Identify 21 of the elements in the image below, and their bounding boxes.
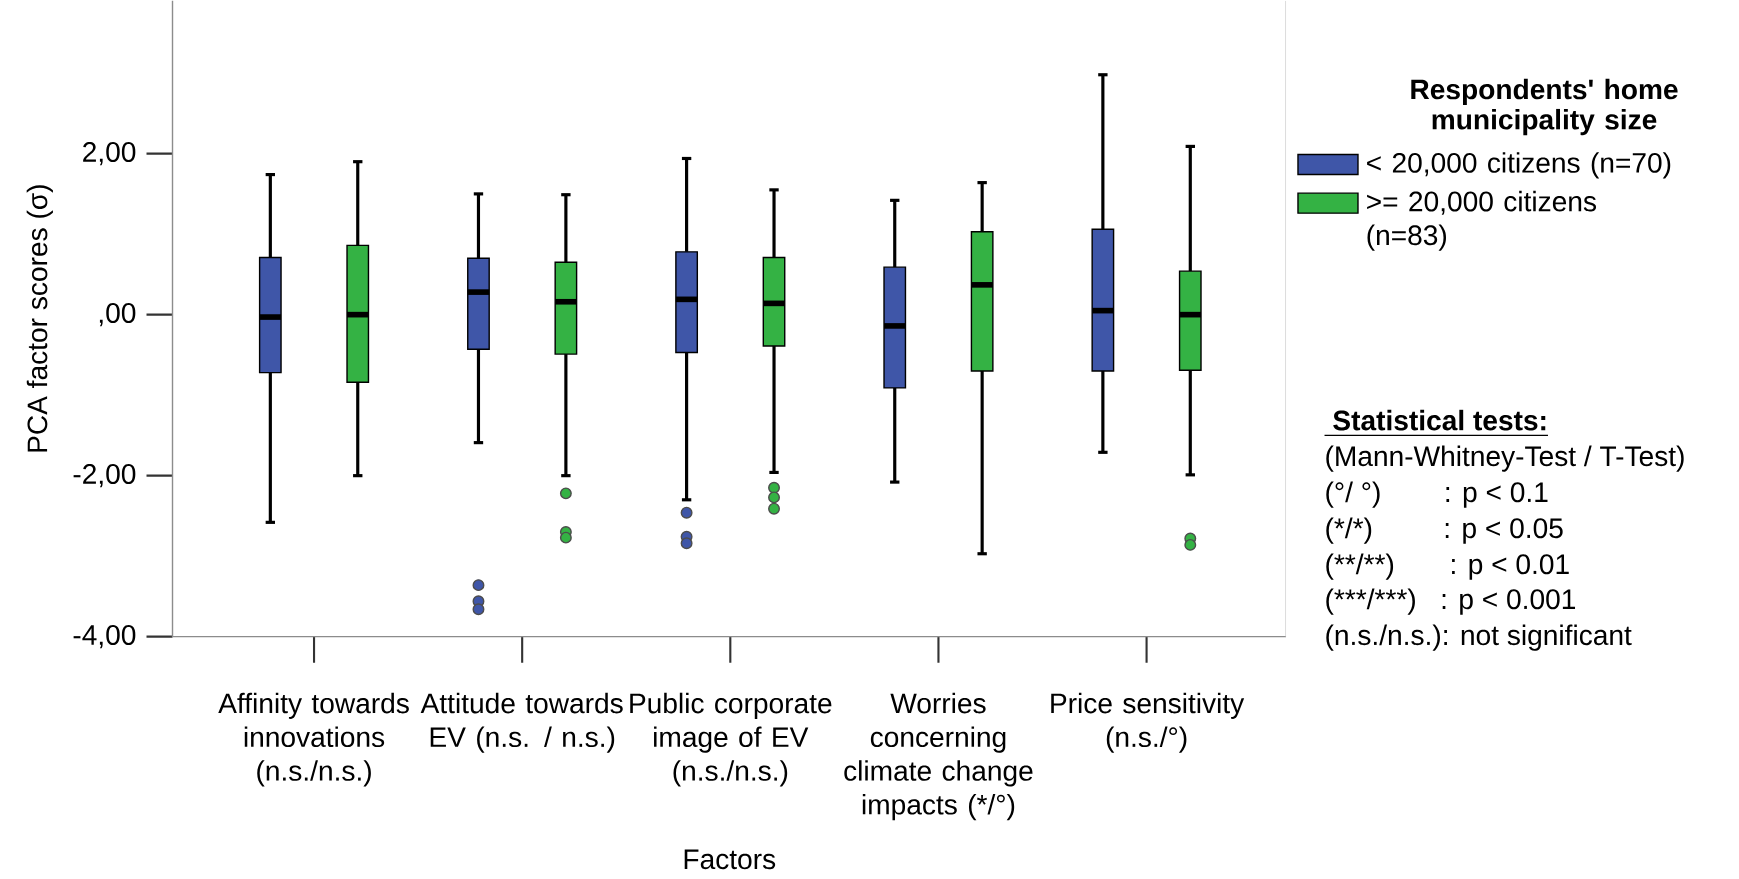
x-tick-label: Public corporate image of EV (n.s./n.s.)	[630, 692, 832, 787]
legend-label: >= 20,000 citizens (n=83)	[1367, 191, 1597, 251]
text: (°/ °) : p < 0.1	[1326, 481, 1548, 508]
legend-title: Respondents' home municipality size	[1411, 78, 1678, 136]
text: (n.s./n.s.): not significant	[1326, 624, 1632, 651]
x-tick-label: Worries concerning climate change impacts (*/°)	[844, 692, 1033, 821]
legend-label: < 20,000 citizens (n=70)	[1367, 152, 1671, 179]
y-tick-label: -2,00	[73, 464, 136, 488]
y-tick-label: ,00	[99, 303, 136, 327]
x-tick-label: Attitude towards EV (n.s. / n.s.)	[420, 692, 623, 753]
y-axis-title: PCA factor scores (σ)	[26, 185, 53, 452]
text: (Mann-Whitney-Test / T-Test)	[1326, 445, 1684, 472]
x-tick-label: Affinity towards innovations (n.s./n.s.)	[218, 692, 409, 787]
text: (***/***) : p < 0.001	[1326, 588, 1576, 615]
x-axis-title: Factors	[684, 849, 776, 870]
text: (**/**) : p < 0.01	[1326, 553, 1569, 580]
y-tick-label: 2,00	[83, 142, 136, 166]
x-tick-label: Price sensitivity (n.s./°)	[1051, 692, 1245, 753]
text: Statistical tests:	[1333, 410, 1546, 431]
y-tick-label: -4,00	[73, 625, 136, 649]
text: (*/*) : p < 0.05	[1326, 517, 1563, 544]
